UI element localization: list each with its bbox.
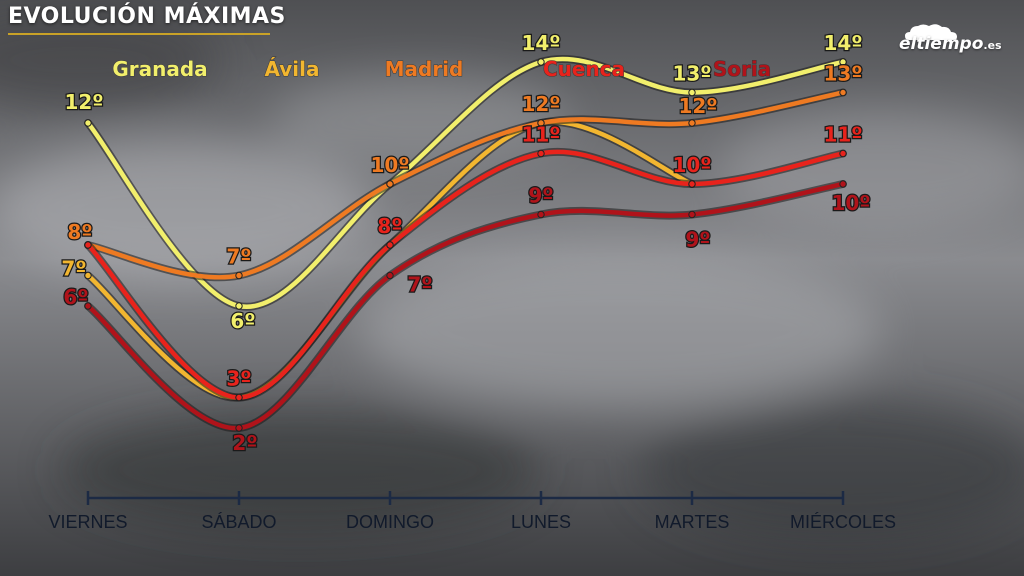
x-tick-label: MARTES — [655, 512, 730, 532]
data-point-madrid — [386, 180, 394, 188]
x-tick-label: VIERNES — [48, 512, 127, 532]
series-lines — [84, 54, 847, 433]
data-point-soria — [386, 271, 394, 280]
brand-tld: .es — [983, 39, 1002, 52]
data-label-madrid: 8º — [67, 220, 92, 244]
data-point-granada — [235, 302, 243, 310]
data-label-soria: 9º — [528, 184, 553, 208]
data-label-granada: 14º — [521, 31, 560, 55]
data-point-avila — [84, 271, 92, 280]
data-label-cuenca: 10º — [672, 153, 711, 177]
brand-name: eltiempo — [899, 34, 984, 54]
series-line-soria — [85, 181, 846, 431]
data-label-madrid: 13º — [823, 62, 862, 86]
data-label-madrid: 10º — [370, 153, 409, 177]
series-points — [84, 58, 847, 432]
data-label-granada: 12º — [64, 90, 103, 114]
series-line-shadow — [84, 180, 847, 433]
data-labels: 12º 6º 14º 13º 14º 7º 8º 7º 10º 12º 12º 13º 3º 8º 11º 1… — [60, 30, 872, 457]
data-label-madrid: 7º — [226, 245, 251, 269]
data-label-cuenca: 11º — [823, 123, 862, 147]
data-label-soria: 10º — [831, 191, 870, 215]
data-label-granada: 13º — [672, 62, 711, 86]
data-point-madrid — [537, 119, 545, 127]
brand-logo: eltiempo.es — [893, 22, 1011, 60]
series-line-madrid — [85, 90, 846, 280]
x-axis: VIERNES SÁBADO DOMINGO LUNES MARTES MIÉRCOLES — [48, 491, 896, 532]
data-label-avila: 7º — [61, 257, 86, 281]
data-point-cuenca — [84, 241, 92, 249]
cloud-icon — [905, 24, 957, 40]
data-point-granada — [688, 88, 696, 97]
data-point-soria — [688, 210, 696, 219]
data-point-madrid — [839, 88, 847, 97]
data-label-cuenca: 3º — [226, 367, 251, 391]
data-label-cuenca: 8º — [377, 214, 402, 238]
data-point-soria — [235, 424, 243, 432]
data-label-soria: 2º — [232, 431, 257, 455]
data-point-soria — [839, 180, 847, 188]
legend-item-soria: Soria — [713, 57, 771, 81]
data-point-soria — [84, 302, 92, 310]
data-point-granada — [839, 58, 847, 66]
legend-item-avila: Ávila — [264, 57, 319, 81]
page-title: EVOLUCIÓN MÁXIMAS — [8, 4, 286, 29]
legend-item-granada: Granada — [112, 57, 207, 81]
data-label-soria: 7º — [407, 273, 432, 297]
data-label-cuenca: 11º — [521, 123, 560, 147]
x-tick-label: DOMINGO — [346, 512, 434, 532]
data-label-soria: 6º — [63, 285, 88, 309]
data-point-madrid — [688, 119, 696, 127]
legend: Granada Ávila Madrid Cuenca Soria — [112, 57, 772, 82]
data-label-madrid: 12º — [678, 94, 717, 118]
data-point-madrid — [235, 271, 243, 280]
data-point-cuenca — [235, 393, 243, 402]
data-point-cuenca — [688, 180, 696, 188]
x-tick-label: SÁBADO — [201, 512, 276, 532]
title-underline — [8, 33, 270, 35]
data-point-cuenca — [839, 149, 847, 158]
data-point-granada — [84, 119, 92, 127]
legend-item-madrid: Madrid — [385, 57, 464, 81]
data-label-granada: 6º — [230, 309, 255, 333]
x-tick-label: MIÉRCOLES — [790, 512, 896, 532]
data-point-granada — [537, 58, 545, 66]
data-label-granada: 14º — [823, 31, 862, 55]
data-point-cuenca — [386, 241, 394, 249]
brand-wordmark: eltiempo.es — [899, 34, 1002, 54]
data-label-madrid: 12º — [521, 92, 560, 116]
data-label-soria: 9º — [685, 228, 710, 252]
data-point-soria — [537, 210, 545, 219]
x-tick-label: LUNES — [511, 512, 571, 532]
series-line-cuenca — [85, 149, 846, 400]
legend-item-cuenca: Cuenca — [543, 57, 625, 81]
data-point-cuenca — [537, 149, 545, 158]
